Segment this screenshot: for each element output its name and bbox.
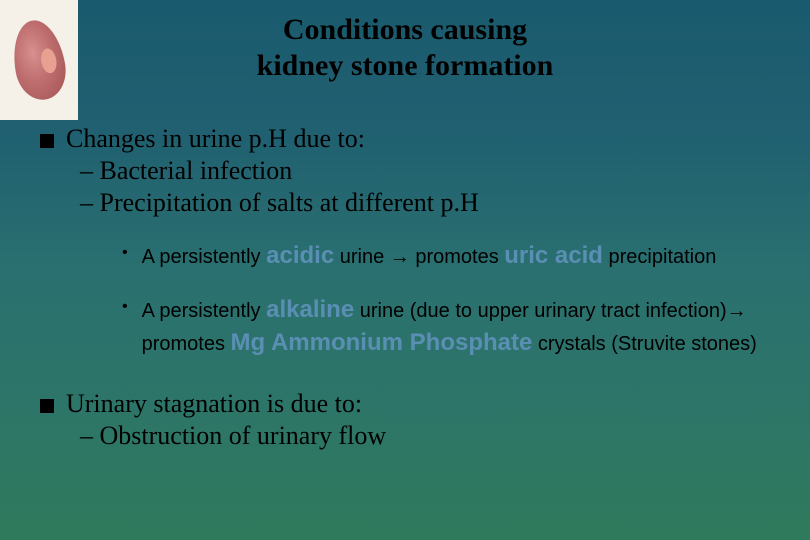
text-segment: urine xyxy=(334,246,390,268)
arrow-icon: → xyxy=(390,246,410,268)
emphasis-uric-acid: uric acid xyxy=(504,242,603,269)
dot-bullet-icon: • xyxy=(122,296,128,318)
bullet-level1-stagnation: Urinary stagnation is due to: xyxy=(40,389,770,419)
text-segment: precipitation xyxy=(603,246,716,268)
dot-bullet-icon: • xyxy=(122,242,128,264)
emphasis-mg-ammonium-phosphate: Mg Ammonium Phosphate xyxy=(231,329,533,356)
bullet-text: – Bacterial infection xyxy=(80,156,292,185)
bullet-level2-precipitation: – Precipitation of salts at different p.… xyxy=(40,188,770,218)
kidney-illustration xyxy=(0,0,78,120)
square-bullet-icon xyxy=(40,134,54,148)
square-bullet-icon xyxy=(40,399,54,413)
bullet-body: A persistently alkaline urine (due to up… xyxy=(142,294,770,359)
text-segment: A persistently xyxy=(142,246,267,268)
bullet-text: Changes in urine p.H due to: xyxy=(66,124,365,154)
emphasis-acidic: acidic xyxy=(266,242,334,269)
emphasis-alkaline: alkaline xyxy=(266,296,354,323)
arrow-icon: → xyxy=(727,300,747,322)
slide-title: Conditions causing kidney stone formatio… xyxy=(0,0,810,84)
bullet-level2-bacterial: – Bacterial infection xyxy=(40,156,770,186)
bullet-level2-obstruction: – Obstruction of urinary flow xyxy=(40,421,770,451)
text-segment: A persistently xyxy=(142,300,267,322)
bullet-text: – Obstruction of urinary flow xyxy=(80,421,386,450)
text-segment: promotes xyxy=(142,333,231,355)
slide-content: Changes in urine p.H due to: – Bacterial… xyxy=(0,84,810,451)
bullet-body: A persistently acidic urine → promotes u… xyxy=(142,240,717,272)
bullet-level3-acidic: • A persistently acidic urine → promotes… xyxy=(40,240,770,272)
bullet-level3-alkaline: • A persistently alkaline urine (due to … xyxy=(40,294,770,359)
bullet-text: Urinary stagnation is due to: xyxy=(66,389,362,419)
kidney-icon xyxy=(7,16,70,103)
text-segment: crystals (Struvite stones) xyxy=(532,333,757,355)
text-segment: promotes xyxy=(410,246,504,268)
title-line-1: Conditions causing xyxy=(283,13,527,46)
bullet-text: – Precipitation of salts at different p.… xyxy=(80,188,479,217)
bullet-level1-changes: Changes in urine p.H due to: xyxy=(40,124,770,154)
title-line-2: kidney stone formation xyxy=(257,49,554,82)
text-segment: urine (due to upper urinary tract infect… xyxy=(354,300,726,322)
